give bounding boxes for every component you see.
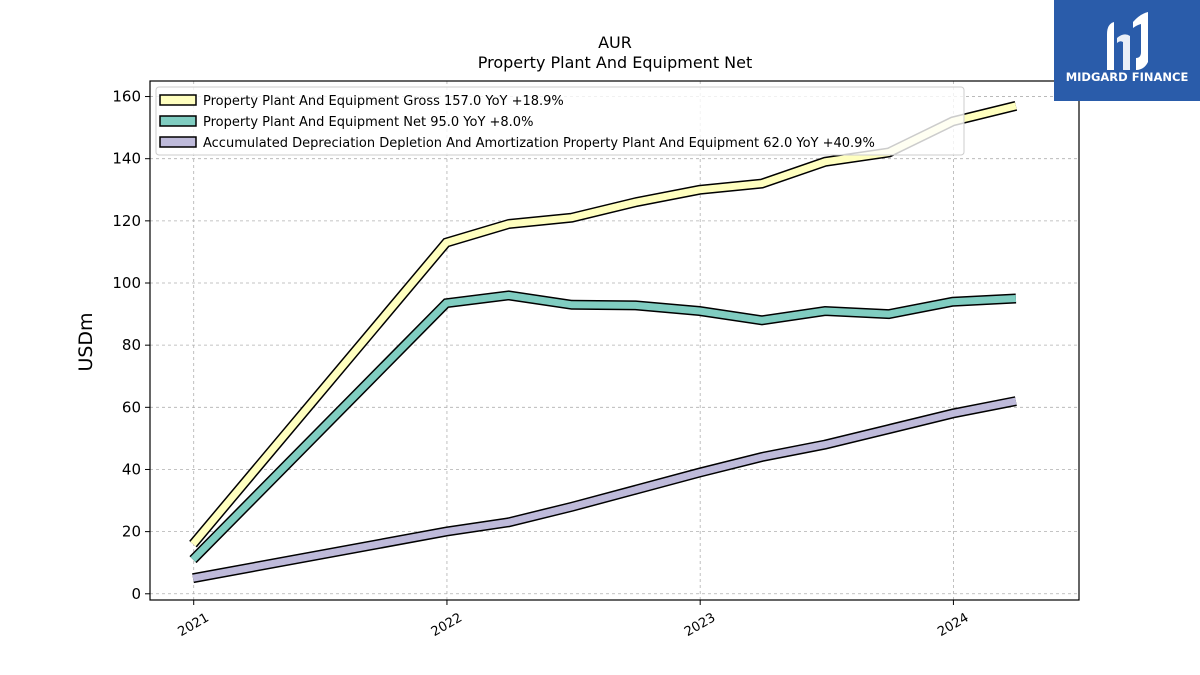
- x-tick-label: 2022: [429, 610, 465, 640]
- y-tick-label: 100: [112, 274, 141, 292]
- y-axis: 0 20 40 60 80 100 120 140 160: [112, 88, 150, 603]
- legend-label: Property Plant And Equipment Gross 157.0…: [203, 94, 564, 109]
- series-fill: [192, 397, 1017, 582]
- logo-mark-icon: [1107, 12, 1148, 70]
- y-tick-label: 60: [122, 398, 141, 416]
- series-line-3: [192, 396, 1017, 584]
- chart-title: AUR: [598, 33, 632, 52]
- legend-swatch: [159, 94, 197, 106]
- midgard-finance-logo: MIDGARD FINANCE: [1054, 0, 1200, 101]
- y-tick-label: 140: [112, 150, 141, 168]
- series-line-1: [189, 101, 1018, 548]
- legend-box: [155, 86, 965, 156]
- legend-swatch: [159, 115, 197, 127]
- series-fill: [190, 291, 1017, 563]
- y-tick-label: 40: [122, 460, 141, 478]
- x-axis: 2021 2022 2023 2024: [176, 600, 971, 640]
- logo-text: MIDGARD FINANCE: [1066, 70, 1189, 84]
- y-tick-label: 120: [112, 212, 141, 230]
- plot-frame: [149, 80, 1080, 601]
- legend-label: Accumulated Depreciation Depletion And A…: [203, 136, 875, 151]
- grid: [150, 81, 1079, 600]
- x-tick-label: 2023: [682, 610, 718, 640]
- legend: Property Plant And Equipment Gross 157.0…: [155, 86, 965, 156]
- y-axis-label: USDm: [75, 312, 97, 371]
- y-tick-label: 160: [112, 88, 141, 106]
- x-tick-label: 2024: [935, 610, 971, 640]
- series-fill: [190, 102, 1017, 547]
- series-line-2: [189, 290, 1017, 564]
- legend-label: Property Plant And Equipment Net 95.0 Yo…: [203, 115, 533, 130]
- y-tick-label: 0: [131, 585, 141, 603]
- x-tick-label: 2021: [176, 610, 212, 640]
- legend-swatch: [159, 136, 197, 148]
- series-outline: [189, 101, 1018, 548]
- y-tick-label: 80: [122, 336, 141, 354]
- y-tick-label: 20: [122, 523, 141, 541]
- chart-subtitle: Property Plant And Equipment Net: [478, 53, 753, 72]
- series-lines: [189, 101, 1018, 584]
